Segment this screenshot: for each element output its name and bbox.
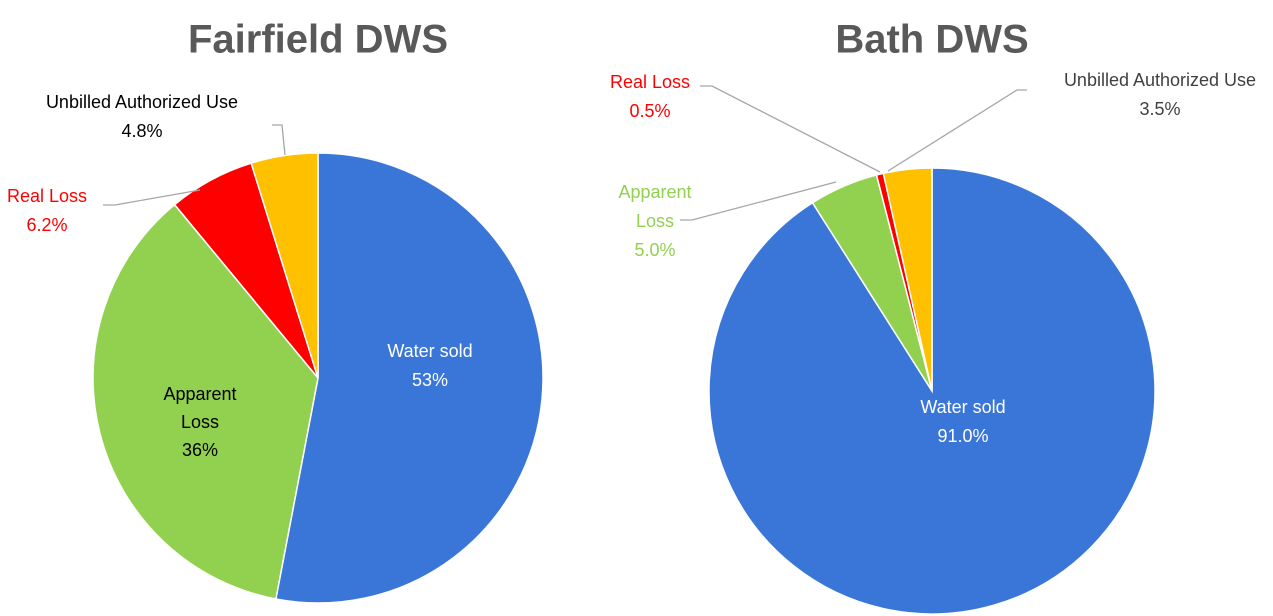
leader-line bbox=[272, 124, 286, 156]
chart-title: Fairfield DWS bbox=[188, 18, 448, 62]
chart-title: Bath DWS bbox=[835, 18, 1028, 62]
slice-label: Water sold bbox=[920, 397, 1005, 417]
leader-line bbox=[103, 189, 201, 206]
slice-label: Unbilled Authorized Use bbox=[46, 92, 238, 112]
slice-label: Water sold bbox=[387, 341, 472, 361]
leader-line bbox=[700, 85, 881, 173]
value-label: 0.5% bbox=[629, 101, 670, 121]
pie-slice bbox=[882, 167, 933, 392]
leader-line bbox=[680, 181, 837, 221]
slice-label: Real Loss bbox=[610, 72, 690, 92]
value-label: 3.5% bbox=[1139, 99, 1180, 119]
value-label: 6.2% bbox=[26, 215, 67, 235]
slice-label: Apparent Loss bbox=[618, 182, 691, 231]
value-label: 5.0% bbox=[634, 240, 675, 260]
pie-slice bbox=[250, 152, 319, 379]
value-label: 36% bbox=[182, 440, 218, 460]
leader-line bbox=[887, 89, 1027, 172]
slice-label: Apparent Loss bbox=[163, 384, 236, 432]
slice-label: Real Loss bbox=[7, 186, 87, 206]
pie-slice bbox=[708, 167, 1156, 615]
value-label: 4.8% bbox=[121, 121, 162, 141]
slice-label: Unbilled Authorized Use bbox=[1064, 70, 1256, 90]
pie-slice bbox=[274, 152, 544, 604]
value-label: 91.0% bbox=[937, 426, 988, 446]
pie-slice bbox=[92, 203, 319, 600]
value-label: 53% bbox=[412, 370, 448, 390]
